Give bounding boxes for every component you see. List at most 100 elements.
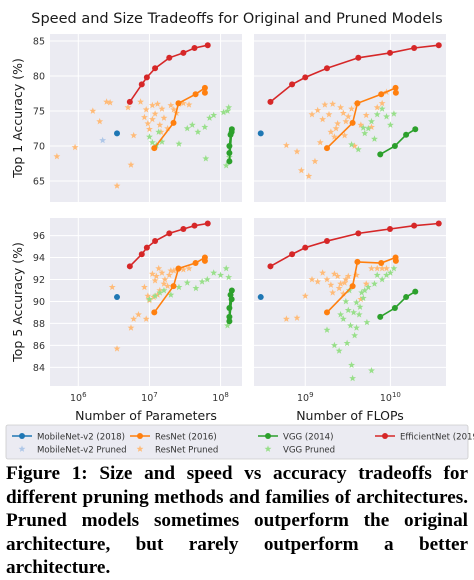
data-point-star: [339, 315, 347, 322]
data-point-star: [364, 124, 372, 132]
data-point-star: [325, 110, 333, 118]
data-point-star: [343, 339, 351, 347]
panel-background: [254, 218, 446, 386]
data-point: [289, 251, 296, 258]
data-point-star: [341, 131, 349, 139]
data-point: [257, 130, 264, 137]
data-point-star: [96, 117, 104, 125]
data-point: [192, 91, 199, 98]
data-point-star: [293, 148, 301, 155]
series-efficientnet-2019: [126, 42, 211, 105]
data-point-star: [353, 298, 360, 306]
data-point-star: [337, 311, 345, 318]
data-point-star: [348, 361, 355, 369]
data-point: [175, 100, 182, 107]
data-point-star: [185, 101, 193, 108]
data-point: [377, 151, 384, 158]
data-point-star: [53, 152, 61, 160]
data-point-star: [170, 106, 178, 113]
data-point-star: [319, 269, 327, 276]
data-point-star: [155, 128, 163, 135]
data-point-star: [330, 270, 338, 277]
data-point-star: [327, 128, 335, 135]
figure-caption: Figure 1: Size and speed vs accuracy tra…: [6, 463, 468, 578]
data-point-star: [305, 172, 313, 180]
data-point-star: [353, 324, 360, 331]
series-resnet-2016: [323, 84, 399, 152]
data-point-star: [373, 110, 381, 118]
data-point: [392, 84, 399, 91]
data-point-star: [127, 161, 135, 168]
data-point-star: [373, 271, 381, 279]
data-point-star: [323, 326, 331, 333]
data-point: [151, 145, 158, 152]
series-line: [379, 128, 416, 156]
data-point: [226, 150, 233, 156]
data-point-star: [359, 124, 367, 131]
data-point-star: [179, 266, 187, 273]
data-point-star: [344, 272, 352, 280]
data-point-star: [135, 311, 142, 318]
legend-label: MobileNet-v2 Pruned: [37, 445, 127, 455]
data-point-star: [351, 142, 359, 149]
data-point-star: [321, 101, 329, 108]
data-point-star: [339, 109, 347, 117]
data-point-star: [373, 264, 381, 272]
data-point-star: [142, 106, 150, 113]
data-point-star: [217, 271, 225, 279]
chart-canvas: Speed and Size Tradeoffs for Original an…: [5, 11, 474, 460]
data-point: [257, 294, 264, 301]
data-point-star: [124, 103, 132, 111]
data-point-star: [192, 284, 200, 292]
data-point-star: [371, 135, 378, 142]
y-tick-label: 88: [33, 319, 45, 330]
series-mobilenet-v2-2018: [257, 294, 264, 301]
data-point-star: [158, 138, 166, 145]
data-point: [201, 89, 208, 96]
data-point-star: [357, 121, 365, 128]
data-point: [191, 222, 198, 229]
data-point: [166, 54, 173, 61]
data-point-star: [127, 324, 135, 331]
data-point: [323, 238, 330, 245]
plot-area: [257, 220, 442, 382]
series-efficientnet-2019: [126, 220, 211, 270]
data-point-star: [164, 124, 172, 132]
data-point-star: [308, 275, 316, 283]
data-point-star: [188, 121, 196, 128]
series-vgg-2014: [377, 126, 419, 158]
data-point: [180, 225, 187, 232]
data-point-star: [155, 264, 163, 272]
data-point: [228, 287, 235, 294]
legend-marker-icon: [382, 433, 388, 439]
data-point-star: [148, 101, 156, 109]
series-resnet-pruned: [53, 98, 193, 189]
data-point-star: [167, 267, 175, 274]
legend-star-icon: [18, 445, 26, 452]
data-point-star: [311, 157, 319, 165]
data-point-star: [361, 286, 369, 294]
data-point-star: [282, 315, 290, 322]
data-point: [323, 145, 330, 152]
data-point-star: [350, 308, 358, 316]
data-point: [403, 131, 410, 138]
data-point-star: [222, 264, 230, 272]
panel-top-left: 65 70 75 80 85 Top 1 Accuracy (%): [10, 34, 242, 202]
y-tick-label: 85: [33, 37, 45, 48]
data-point-star: [344, 306, 352, 314]
y-tick-label: 86: [33, 341, 45, 352]
series-mobilenet-v2-2018: [257, 130, 264, 137]
panel-bottom-left: 84 86 88 90 92 94 96 106 107 108 Number of Paramet…: [10, 218, 242, 423]
data-point: [354, 100, 361, 107]
data-point-star: [224, 107, 231, 114]
y-tick-label: 96: [33, 231, 45, 242]
data-point: [391, 143, 398, 149]
legend-item-mobilenet-v2-pruned: MobileNet-v2 Pruned: [18, 445, 127, 455]
legend-label: VGG (2014): [283, 432, 334, 442]
plot-area: [53, 42, 235, 189]
data-point: [289, 81, 296, 88]
legend-label: MobileNet-v2 (2018): [37, 432, 125, 442]
data-point-star: [225, 103, 233, 111]
y-tick-label: 80: [33, 72, 45, 83]
data-point-star: [154, 291, 161, 298]
